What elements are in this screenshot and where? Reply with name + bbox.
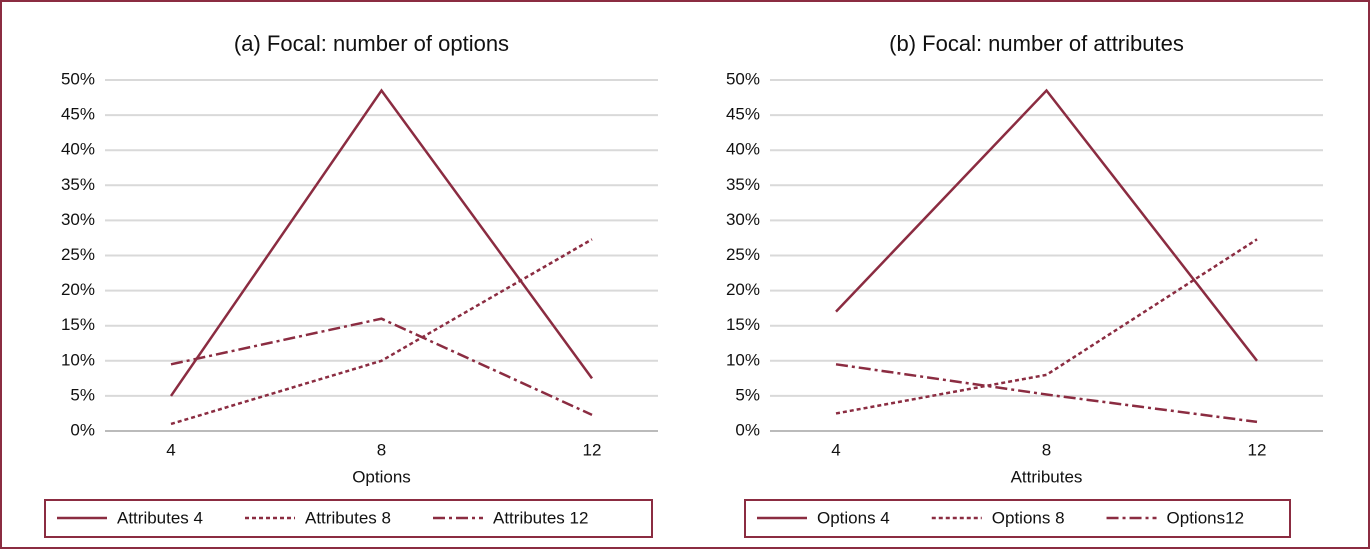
- x-tick-label: 8: [1042, 440, 1051, 459]
- y-tick-label: 45%: [726, 105, 760, 124]
- y-tick-label: 20%: [726, 280, 760, 299]
- y-tick-label: 20%: [61, 280, 95, 299]
- series-line: [170, 317, 593, 416]
- series-line: [169, 88, 594, 397]
- series-line: [835, 88, 1258, 362]
- legend-box: [44, 499, 653, 538]
- y-tick-label: 15%: [726, 315, 760, 334]
- x-tick-label: 12: [583, 440, 602, 459]
- y-tick-label: 5%: [70, 385, 95, 404]
- legend-box: [744, 499, 1291, 538]
- y-tick-label: 10%: [726, 350, 760, 369]
- y-tick-label: 40%: [726, 140, 760, 159]
- series-line: [170, 238, 593, 426]
- y-tick-label: 40%: [61, 140, 95, 159]
- chart-title: (a) Focal: number of options: [234, 31, 509, 56]
- legend-label: Options12: [1167, 508, 1245, 527]
- x-tick-label: 4: [166, 440, 175, 459]
- y-tick-label: 35%: [61, 175, 95, 194]
- y-tick-label: 10%: [61, 350, 95, 369]
- y-tick-label: 0%: [70, 420, 95, 439]
- x-tick-label: 4: [831, 440, 840, 459]
- series-line: [835, 238, 1258, 415]
- legend-label: Options 8: [992, 508, 1065, 527]
- y-tick-label: 35%: [726, 175, 760, 194]
- x-tick-label: 8: [377, 440, 386, 459]
- legend-label: Options 4: [817, 508, 890, 527]
- x-tick-label: 12: [1248, 440, 1267, 459]
- y-tick-label: 25%: [61, 245, 95, 264]
- y-tick-label: 15%: [61, 315, 95, 334]
- legend-label: Attributes 4: [117, 508, 203, 527]
- x-axis-label: Attributes: [1011, 467, 1083, 486]
- y-tick-label: 25%: [726, 245, 760, 264]
- legend-label: Attributes 12: [493, 508, 588, 527]
- x-axis-label: Options: [352, 467, 411, 486]
- y-tick-label: 5%: [735, 385, 760, 404]
- legend-label: Attributes 8: [305, 508, 391, 527]
- y-tick-label: 0%: [735, 420, 760, 439]
- y-tick-label: 50%: [726, 69, 760, 88]
- y-tick-label: 30%: [726, 210, 760, 229]
- y-tick-label: 45%: [61, 105, 95, 124]
- y-tick-label: 50%: [61, 69, 95, 88]
- series-line: [835, 363, 1258, 424]
- chart-title: (b) Focal: number of attributes: [889, 31, 1184, 56]
- y-tick-label: 30%: [61, 210, 95, 229]
